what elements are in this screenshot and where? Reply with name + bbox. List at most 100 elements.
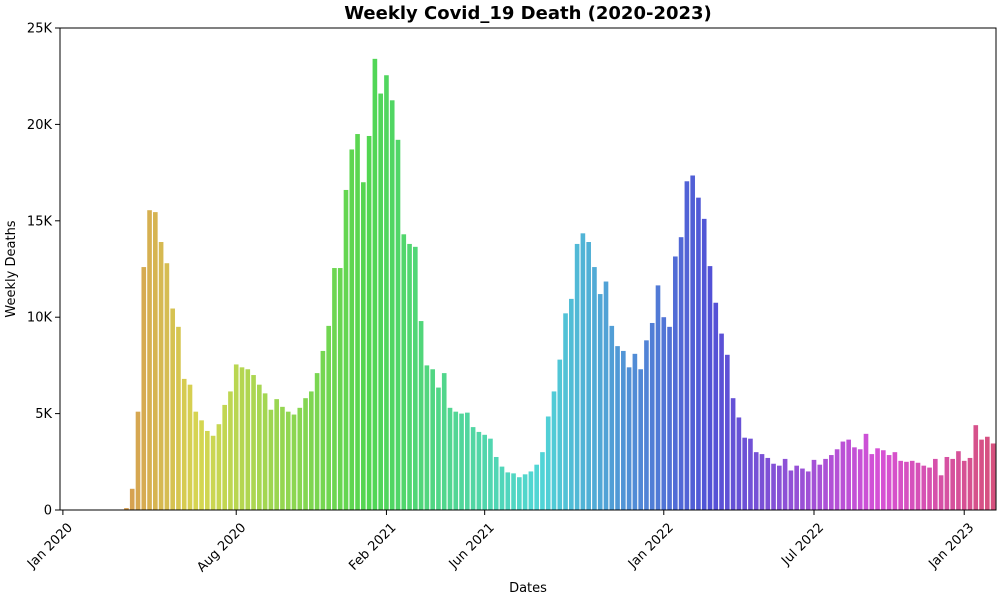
bar-week-87 <box>563 313 568 510</box>
bar-week-95 <box>609 325 615 510</box>
bar-week-114 <box>719 333 724 510</box>
x-tick-label-6: Jan 2023 <box>925 520 977 572</box>
bar-week-89 <box>574 243 580 510</box>
bar-week-83 <box>540 452 545 510</box>
y-tick-label-0: 0 <box>44 504 52 519</box>
bar-week-152 <box>938 475 944 510</box>
bar-week-91 <box>586 242 591 510</box>
bar-week-156 <box>961 460 967 510</box>
bar-week-130 <box>811 459 817 510</box>
bar-week-118 <box>742 437 747 510</box>
bar-week-98 <box>626 367 632 510</box>
bar-week-129 <box>805 471 811 510</box>
bar-week-131 <box>817 464 823 510</box>
bar-week-107 <box>678 237 684 510</box>
bar-week-111 <box>701 218 707 510</box>
bar-week-132 <box>823 458 828 510</box>
bar-week-24 <box>199 420 204 510</box>
bar-week-108 <box>684 181 690 510</box>
bar-week-58 <box>395 139 401 510</box>
bar-week-88 <box>569 298 574 510</box>
bar-week-18 <box>164 263 170 510</box>
y-axis-label: Weekly Deaths <box>4 220 19 317</box>
bar-week-150 <box>927 467 932 510</box>
bar-week-77 <box>505 472 511 510</box>
bar-week-86 <box>557 359 563 510</box>
bar-week-137 <box>852 447 857 510</box>
bar-week-106 <box>673 256 678 510</box>
bar-week-140 <box>869 454 875 510</box>
bar-week-30 <box>233 364 239 510</box>
bar-week-113 <box>713 302 719 510</box>
bar-week-153 <box>944 456 950 510</box>
bar-week-31 <box>239 367 245 510</box>
bar-week-128 <box>800 468 805 510</box>
bar-week-125 <box>782 458 788 510</box>
bar-week-96 <box>615 346 620 510</box>
bar-week-99 <box>632 353 638 510</box>
bar-week-71 <box>470 427 476 510</box>
x-tick-label-4: Jan 2022 <box>625 520 677 572</box>
bar-week-115 <box>725 354 730 510</box>
bar-week-12 <box>129 488 135 510</box>
bar-week-139 <box>863 433 869 510</box>
bar-week-157 <box>967 457 973 510</box>
bar-week-63 <box>424 365 430 510</box>
bar-week-74 <box>488 438 493 510</box>
bar-week-34 <box>257 384 262 510</box>
bar-week-161 <box>990 443 996 510</box>
bar-week-138 <box>857 449 863 510</box>
bar-week-155 <box>956 451 961 510</box>
y-tick-label-3: 15K <box>27 214 53 229</box>
bar-week-23 <box>193 411 199 510</box>
bar-week-54 <box>372 58 378 510</box>
bar-week-127 <box>794 465 799 510</box>
bar-week-53 <box>366 135 372 510</box>
bar-week-159 <box>979 439 984 510</box>
bar-week-72 <box>476 431 482 510</box>
bar-week-76 <box>499 466 505 510</box>
bar-week-29 <box>228 391 233 510</box>
bar-week-45 <box>320 350 326 510</box>
bar-week-35 <box>262 393 268 510</box>
bar-week-112 <box>707 266 713 510</box>
bar-week-160 <box>985 436 990 510</box>
bar-week-84 <box>545 416 551 510</box>
bar-week-21 <box>181 378 187 510</box>
bar-week-79 <box>517 477 522 510</box>
bar-week-110 <box>696 197 701 510</box>
bar-week-105 <box>667 326 672 510</box>
bar-week-121 <box>759 454 765 510</box>
bar-week-136 <box>846 439 851 510</box>
bar-week-145 <box>898 460 903 510</box>
bar-week-75 <box>493 456 499 510</box>
bar-week-151 <box>933 458 938 510</box>
bar-week-126 <box>788 470 794 510</box>
bar-week-47 <box>332 268 337 510</box>
x-axis-label: Dates <box>509 581 547 596</box>
bar-week-116 <box>730 398 736 510</box>
bar-week-122 <box>765 457 771 510</box>
bar-week-97 <box>621 350 626 510</box>
bar-week-60 <box>407 243 412 510</box>
bar-week-146 <box>904 461 909 510</box>
bar-week-56 <box>384 75 389 511</box>
bar-week-61 <box>413 246 418 510</box>
bar-week-15 <box>147 210 152 510</box>
bar-week-43 <box>309 391 314 510</box>
bar-week-73 <box>482 434 487 510</box>
bar-week-55 <box>378 93 383 511</box>
bar-week-44 <box>314 373 320 510</box>
bar-week-119 <box>748 438 753 510</box>
x-tick-label-0: Jan 2020 <box>24 520 76 572</box>
bar-week-11 <box>124 508 129 510</box>
bar-week-67 <box>447 407 453 510</box>
bar-week-51 <box>355 134 360 511</box>
bar-week-66 <box>441 373 447 510</box>
plot-frame <box>59 27 997 511</box>
bar-week-22 <box>187 384 193 510</box>
bar-week-17 <box>158 242 164 510</box>
bar-week-117 <box>736 417 742 510</box>
bar-week-36 <box>268 409 274 510</box>
